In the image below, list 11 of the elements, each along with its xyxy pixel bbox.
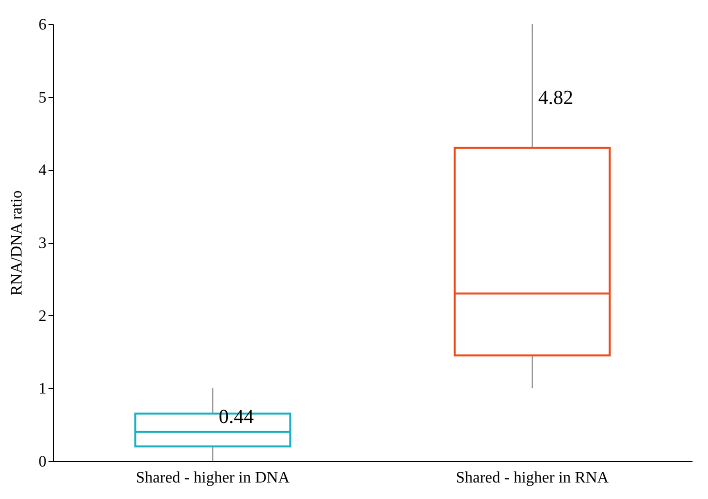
y-tick-label: 5 bbox=[38, 89, 46, 106]
x-tick-label: Shared - higher in DNA bbox=[136, 470, 290, 486]
y-tick-label: 4 bbox=[38, 162, 46, 180]
x-tick-label: Shared - higher in RNA bbox=[456, 470, 610, 486]
y-tick-label: 3 bbox=[38, 235, 46, 252]
y-tick-label: 1 bbox=[38, 380, 46, 398]
y-tick-label: 2 bbox=[38, 308, 46, 325]
y-tick-label: 0 bbox=[38, 454, 46, 470]
annotation: 4.82 bbox=[538, 86, 574, 109]
y-axis-title: RNA/DNA ratio bbox=[8, 190, 26, 296]
y-tick-label: 6 bbox=[38, 16, 46, 34]
